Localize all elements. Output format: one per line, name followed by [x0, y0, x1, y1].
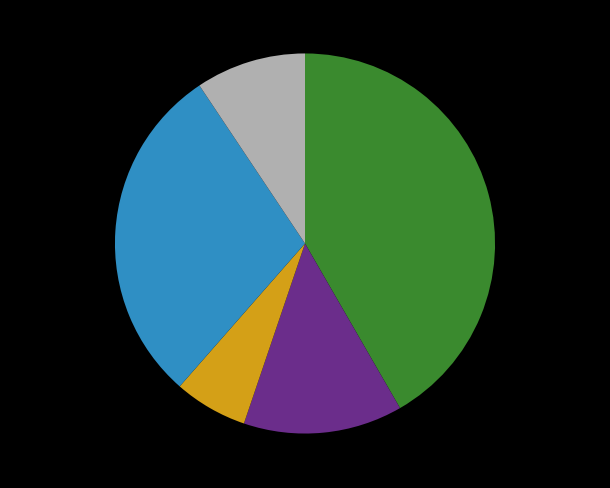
Wedge shape: [180, 244, 305, 424]
Wedge shape: [115, 86, 305, 386]
Wedge shape: [305, 54, 495, 408]
Wedge shape: [244, 244, 400, 434]
Wedge shape: [199, 54, 305, 244]
